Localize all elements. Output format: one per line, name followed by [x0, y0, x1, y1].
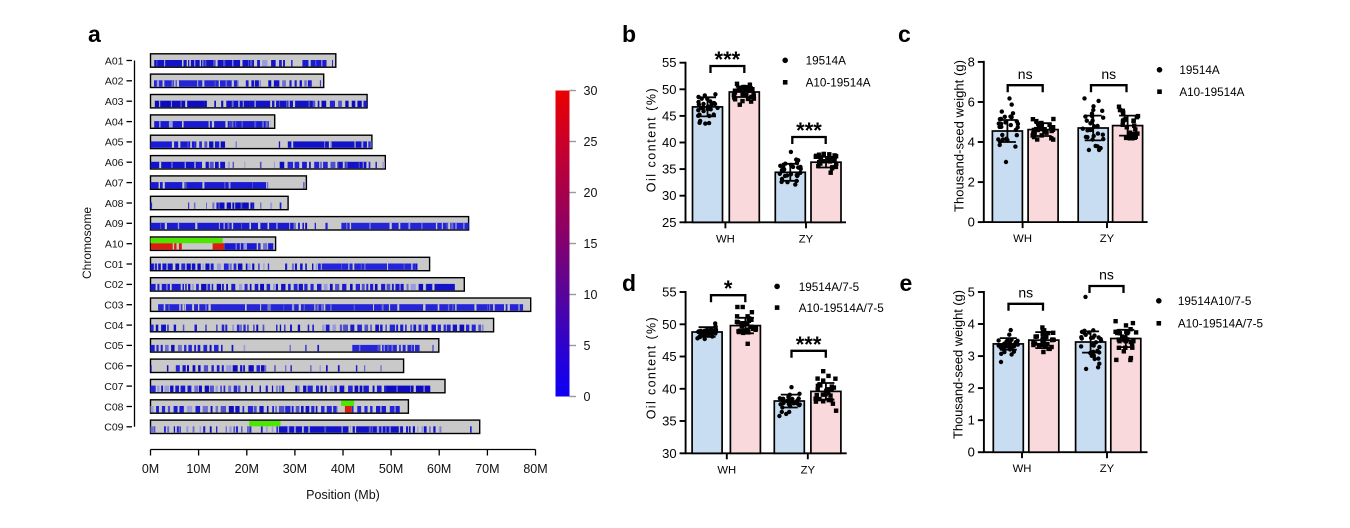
svg-text:50: 50 [662, 317, 676, 332]
svg-text:5: 5 [584, 339, 591, 353]
svg-text:c: c [898, 21, 911, 47]
svg-text:A10-19514A: A10-19514A [806, 77, 871, 90]
svg-text:A05: A05 [105, 137, 124, 149]
svg-text:d: d [622, 270, 636, 296]
svg-text:A03: A03 [105, 96, 124, 108]
svg-text:15: 15 [584, 237, 598, 251]
svg-text:C06: C06 [104, 361, 123, 373]
svg-text:0: 0 [968, 215, 975, 230]
svg-text:20: 20 [584, 186, 598, 200]
svg-text:***: *** [715, 47, 741, 72]
svg-text:2: 2 [968, 381, 975, 396]
svg-text:Thousand-seed weight (g): Thousand-seed weight (g) [950, 290, 965, 439]
svg-text:55: 55 [662, 285, 676, 300]
svg-text:A01: A01 [105, 55, 124, 67]
svg-text:45: 45 [662, 349, 676, 364]
svg-text:19514A: 19514A [1179, 64, 1220, 77]
svg-text:60M: 60M [427, 462, 451, 476]
svg-text:***: *** [796, 118, 822, 143]
svg-text:30: 30 [662, 446, 676, 461]
svg-text:30: 30 [662, 188, 676, 203]
svg-text:A10: A10 [105, 239, 124, 251]
svg-text:b: b [622, 21, 636, 47]
svg-text:ZY: ZY [801, 464, 816, 476]
svg-text:C08: C08 [104, 401, 123, 413]
svg-text:5: 5 [968, 285, 975, 300]
svg-text:e: e [900, 270, 913, 296]
svg-text:Oil content (%): Oil content (%) [645, 88, 659, 192]
svg-text:25: 25 [584, 135, 598, 149]
svg-text:WH: WH [1013, 233, 1032, 245]
svg-text:50: 50 [662, 82, 676, 97]
svg-text:A09: A09 [105, 218, 124, 230]
svg-text:Oil content (%): Oil content (%) [645, 317, 659, 419]
svg-text:ZY: ZY [799, 233, 814, 245]
svg-text:A04: A04 [105, 116, 124, 128]
svg-text:A10-19514A: A10-19514A [1179, 86, 1244, 99]
svg-text:WH: WH [717, 464, 736, 476]
svg-text:C04: C04 [104, 320, 123, 332]
svg-text:ns: ns [1099, 267, 1114, 283]
svg-text:45: 45 [662, 108, 676, 123]
svg-text:40: 40 [662, 135, 676, 150]
svg-text:50M: 50M [379, 462, 403, 476]
svg-text:19514A: 19514A [806, 55, 847, 68]
svg-text:C03: C03 [104, 300, 123, 312]
svg-text:ns: ns [1018, 285, 1033, 301]
svg-text:70M: 70M [475, 462, 499, 476]
svg-text:C02: C02 [104, 279, 123, 291]
svg-text:ZY: ZY [1100, 233, 1115, 245]
svg-text:55: 55 [662, 55, 676, 70]
svg-text:40: 40 [662, 381, 676, 396]
svg-text:ns: ns [1018, 66, 1033, 82]
svg-text:35: 35 [662, 414, 676, 429]
svg-text:80M: 80M [523, 462, 547, 476]
svg-text:ZY: ZY [1100, 463, 1115, 475]
svg-text:Chromosome: Chromosome [80, 207, 94, 279]
svg-text:A10-19514A/7-5: A10-19514A/7-5 [1178, 318, 1264, 331]
svg-text:10: 10 [584, 288, 598, 302]
svg-text:3: 3 [968, 349, 975, 364]
svg-text:0: 0 [968, 445, 975, 460]
svg-text:0: 0 [584, 390, 591, 404]
svg-text:A06: A06 [105, 157, 124, 169]
svg-text:C07: C07 [104, 381, 123, 393]
svg-text:20M: 20M [235, 462, 259, 476]
svg-text:Position (Mb): Position (Mb) [306, 488, 380, 502]
svg-text:C01: C01 [104, 259, 123, 271]
svg-text:19514A10/7-5: 19514A10/7-5 [1178, 295, 1252, 308]
svg-text:40M: 40M [331, 462, 355, 476]
svg-text:A10-19514A/7-5: A10-19514A/7-5 [799, 302, 885, 315]
svg-text:8: 8 [968, 54, 975, 69]
svg-text:A08: A08 [105, 198, 124, 210]
svg-text:*: * [724, 276, 733, 301]
svg-text:***: *** [796, 332, 822, 357]
svg-text:A02: A02 [105, 76, 124, 88]
svg-text:30: 30 [584, 84, 598, 98]
svg-text:25: 25 [662, 215, 676, 230]
svg-text:WH: WH [716, 233, 735, 245]
svg-text:2: 2 [968, 175, 975, 190]
svg-text:10M: 10M [186, 462, 210, 476]
svg-text:C05: C05 [104, 340, 123, 352]
svg-text:4: 4 [968, 135, 975, 150]
svg-text:A07: A07 [105, 177, 124, 189]
svg-text:35: 35 [662, 162, 676, 177]
svg-text:ns: ns [1101, 66, 1116, 82]
svg-text:C09: C09 [104, 422, 123, 434]
svg-text:6: 6 [968, 95, 975, 110]
svg-text:0M: 0M [142, 462, 159, 476]
svg-text:1: 1 [968, 413, 975, 428]
svg-text:Thousand-seed weight (g): Thousand-seed weight (g) [952, 60, 967, 212]
svg-text:4: 4 [968, 317, 975, 332]
svg-text:WH: WH [1013, 463, 1032, 475]
svg-text:19514A/7-5: 19514A/7-5 [799, 281, 860, 294]
svg-text:a: a [88, 21, 101, 47]
svg-text:30M: 30M [283, 462, 307, 476]
